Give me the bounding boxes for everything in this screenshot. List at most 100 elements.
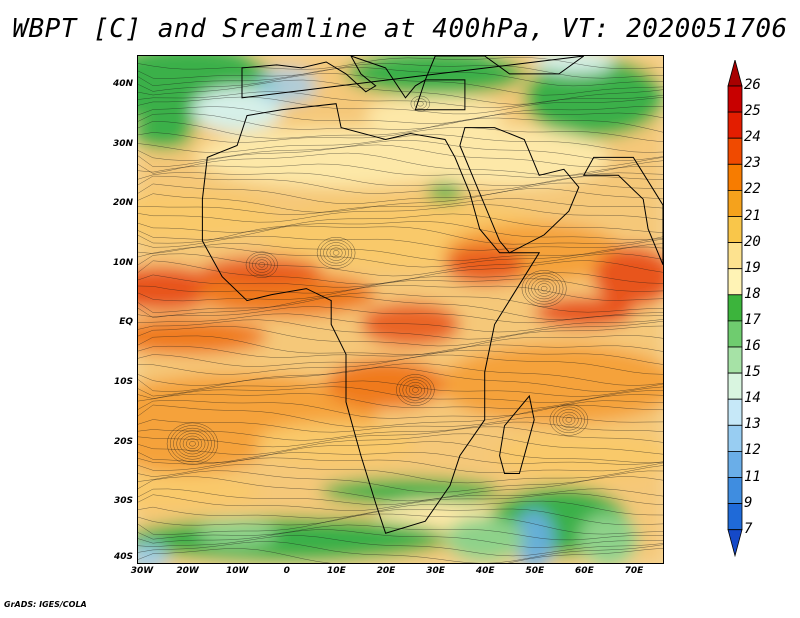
field-patch — [409, 127, 610, 188]
streamlines — [138, 57, 663, 563]
streamline — [138, 272, 663, 288]
y-tick-label: 20N — [112, 198, 133, 209]
colorbar — [727, 60, 743, 558]
x-tick-label: 20E — [376, 566, 396, 576]
x-tick-label: 40E — [475, 566, 495, 576]
streamline — [138, 386, 663, 403]
streamline — [138, 246, 663, 268]
colorbar-swatch — [727, 111, 743, 139]
vortex-ring — [179, 433, 206, 455]
vortex-ring — [559, 411, 579, 428]
streamline — [138, 152, 663, 176]
streamline — [138, 175, 663, 194]
vortex-ring — [320, 239, 353, 267]
colorbar-bottom-arrow — [727, 529, 743, 558]
anatolia-coastline — [414, 79, 466, 111]
vortex-ring — [408, 384, 422, 396]
streamline — [138, 367, 663, 392]
streamline — [138, 464, 663, 484]
vortex-ring — [258, 262, 266, 268]
field-patch — [138, 473, 263, 510]
field-patch — [365, 95, 506, 136]
colorbar-label: 12 — [744, 442, 761, 459]
colorbar-label: 17 — [744, 311, 761, 328]
colorbar-swatch — [727, 216, 743, 244]
field-patch — [201, 256, 322, 285]
vortex-ring — [565, 417, 573, 423]
x-tick-label: 10E — [327, 566, 346, 576]
y-tick-label: 10S — [113, 377, 133, 387]
field-patch — [325, 359, 446, 410]
field-patch — [533, 56, 614, 74]
streamline — [138, 284, 663, 302]
streamline — [138, 524, 663, 541]
vortex-ring — [528, 275, 561, 302]
coastlines — [201, 56, 663, 534]
streamline — [138, 139, 663, 161]
streamline — [138, 452, 663, 465]
streamline — [138, 325, 663, 347]
y-tick-label: EQ — [119, 317, 133, 328]
field-patch — [138, 413, 268, 474]
colorbar-swatch — [727, 450, 743, 478]
streamline — [138, 457, 663, 473]
field-patch — [593, 246, 663, 307]
colorbar-swatch — [727, 189, 743, 217]
map-panel — [137, 55, 664, 564]
field-patch — [533, 297, 634, 328]
vortex-ring — [412, 387, 419, 393]
colorbar-swatch — [727, 85, 743, 113]
streamline — [138, 319, 663, 340]
vortex-ring — [173, 427, 212, 460]
x-tick-label: 0 — [283, 566, 290, 576]
temperature-field — [138, 56, 663, 563]
y-tick-label: 30S — [113, 496, 133, 507]
colorbar-swatch — [727, 372, 743, 400]
streamline — [138, 335, 663, 355]
streamline — [138, 182, 663, 205]
vortex-ring — [549, 404, 589, 436]
streamline — [138, 253, 663, 277]
streamline — [138, 476, 663, 502]
streamline — [138, 488, 663, 506]
colorbar-swatch — [727, 346, 743, 374]
colorbar-swatch — [727, 477, 743, 505]
vortex-ring — [405, 382, 425, 398]
field-patch — [493, 430, 663, 481]
colorbar-label: 18 — [744, 285, 761, 302]
streamline — [138, 106, 663, 124]
colorbar-label: 19 — [744, 259, 761, 276]
colorbar-label: 13 — [744, 416, 761, 433]
field-patch — [578, 513, 639, 563]
vortex-ring — [531, 278, 557, 300]
colorbar-swatch — [727, 424, 743, 452]
streamline — [138, 221, 663, 240]
vortex-ring — [189, 441, 196, 447]
colorbar-label: 7 — [744, 520, 753, 537]
vortex-ring — [186, 438, 199, 450]
colorbar-label: 25 — [744, 103, 761, 120]
colorbar-top-arrow — [727, 60, 743, 87]
asia-coastline — [582, 156, 663, 265]
streamline — [138, 535, 663, 557]
vortex-ring — [552, 406, 585, 434]
credit-text: GrADS: IGES/COLA — [4, 600, 87, 609]
streamline — [138, 433, 663, 455]
streamline — [138, 493, 663, 511]
europe-coastline — [241, 56, 585, 99]
streamline — [138, 198, 663, 215]
streamline — [138, 393, 663, 410]
streamline — [138, 260, 663, 285]
colorbar-swatch — [727, 242, 743, 270]
vortex-ring — [402, 379, 429, 401]
streamline — [138, 225, 663, 245]
vortex-ring — [316, 237, 356, 269]
field-patch — [138, 192, 278, 243]
vortex-ring — [248, 254, 275, 276]
streamline — [138, 188, 663, 213]
x-tick-label: 60E — [575, 566, 594, 576]
map-plot — [138, 56, 663, 563]
streamline — [138, 421, 663, 441]
colorbar-label: 22 — [744, 181, 761, 198]
field-patch — [360, 302, 461, 347]
